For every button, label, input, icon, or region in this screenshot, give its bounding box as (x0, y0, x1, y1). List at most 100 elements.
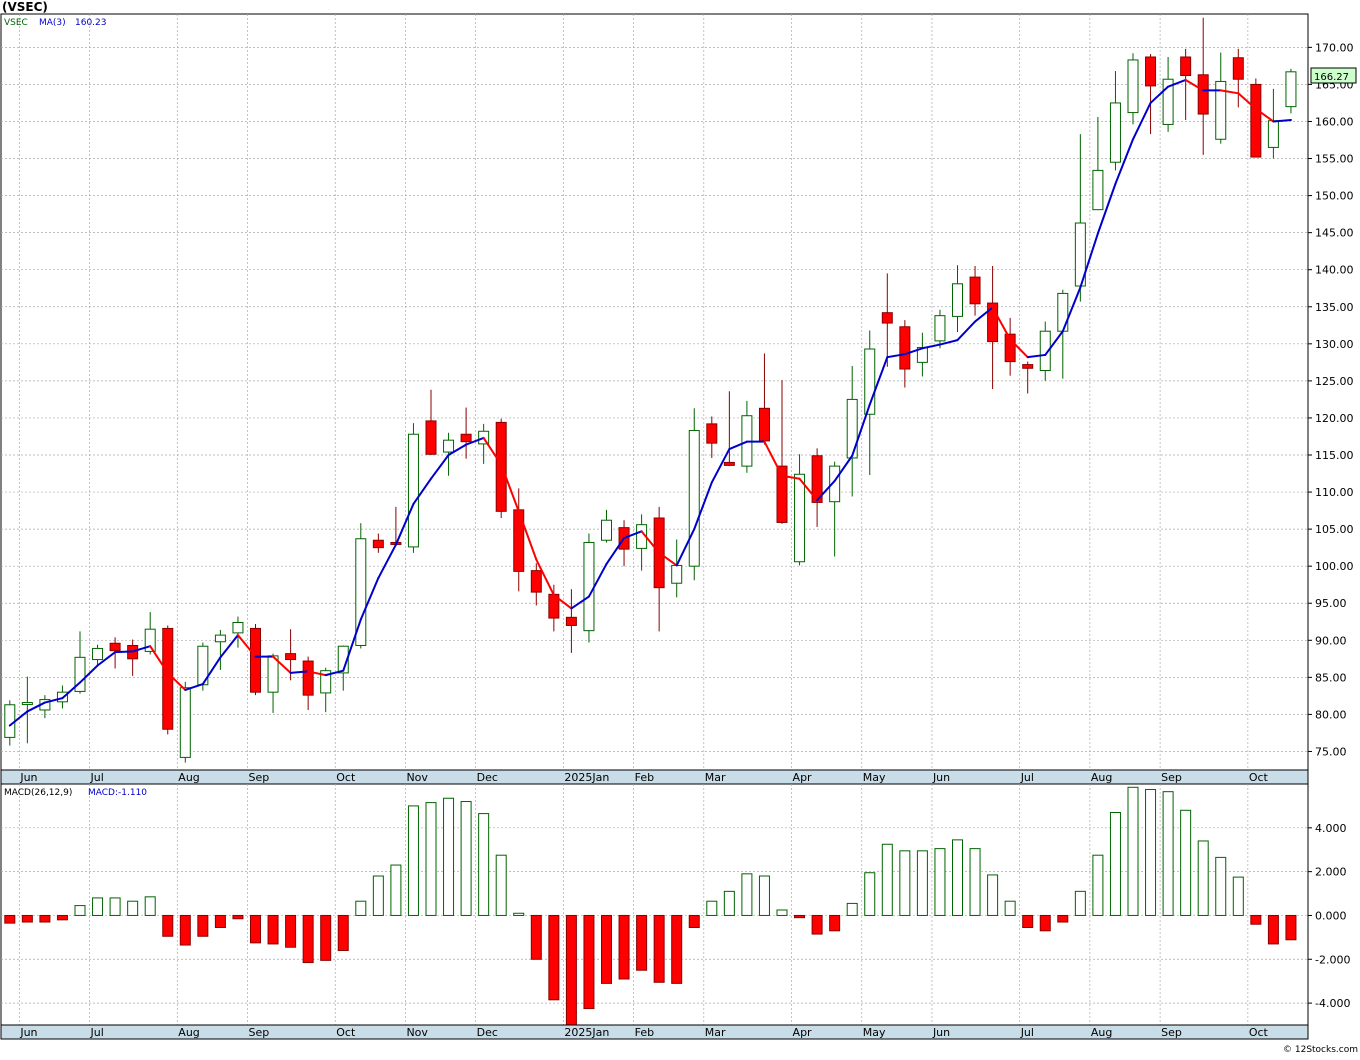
candle-body (372, 539, 384, 549)
price-legend-ma: MA(3) (39, 18, 66, 28)
ma-segment (1167, 78, 1187, 88)
macd-month-label: 2025Jan (564, 1026, 609, 1039)
candle-body (601, 519, 612, 541)
macd-legend-value: MACD:-1.110 (88, 788, 147, 798)
macd-bar (1267, 914, 1279, 945)
macd-bar (1022, 914, 1034, 929)
candle (723, 391, 735, 467)
macd-bar (706, 900, 718, 916)
macd-month-label: Sep (1161, 1026, 1182, 1039)
macd-bar (1004, 900, 1016, 916)
macd-legend-label: MACD(26,12,9) (4, 788, 72, 798)
price-y-tick-label: 170.00 (1315, 41, 1354, 54)
macd-bar (1109, 811, 1121, 916)
macd-bar (92, 897, 104, 916)
price-month-label: Aug (1091, 771, 1112, 784)
macd-bar (846, 902, 858, 916)
candle-body (758, 407, 770, 442)
ma-segment (166, 671, 187, 691)
macd-bar (530, 914, 542, 960)
candle (829, 461, 841, 557)
candle-body (1180, 56, 1192, 77)
last-price-tag-bg (1310, 67, 1357, 84)
candle-body (162, 627, 174, 730)
macd-y-axis: -4.000 -2.000 0.000 2.000 4.000 (1308, 822, 1350, 1010)
price-y-tick-label: 155.00 (1315, 153, 1354, 166)
macd-bar (4, 914, 16, 924)
macd-bar (460, 801, 472, 916)
ma-segment (974, 306, 994, 323)
ma-segment (535, 558, 555, 597)
macd-bar (776, 909, 788, 916)
price-y-tick-label: 110.00 (1315, 486, 1354, 499)
price-legend-ma-value: 160.23 (75, 18, 107, 28)
ma-segment (886, 353, 906, 359)
price-month-label: Oct (336, 771, 356, 784)
price-month-label: Sep (249, 771, 270, 784)
ma-segment (201, 656, 222, 686)
ma-segment (728, 440, 748, 451)
ma-segment (1079, 232, 1099, 289)
price-y-tick-label: 130.00 (1315, 338, 1354, 351)
candle-body (232, 622, 244, 634)
candle-body (443, 439, 455, 453)
ma-segment (552, 594, 573, 610)
ma-segment (921, 343, 941, 350)
price-y-tick-label: 120.00 (1315, 412, 1354, 425)
price-y-tick-label: 100.00 (1315, 560, 1354, 573)
ma-segment (1096, 182, 1117, 235)
macd-bar (934, 848, 946, 916)
ma-segment (447, 443, 468, 456)
macd-bar (1197, 840, 1209, 916)
candle (776, 380, 788, 524)
candle (969, 266, 981, 316)
candle-body (846, 398, 858, 459)
macd-bar (1162, 791, 1174, 916)
candle-body (1162, 78, 1174, 125)
price-y-tick-label: 160.00 (1315, 115, 1354, 128)
ma-segment (8, 710, 29, 727)
ma-segment (517, 510, 538, 561)
candle-body (1127, 59, 1139, 114)
macd-bar (653, 914, 665, 983)
price-month-label: Mar (705, 771, 726, 784)
macd-bar (1215, 856, 1227, 916)
candle-body (214, 634, 226, 643)
ma-segment (781, 474, 801, 480)
candle (92, 644, 104, 665)
macd-bar (583, 914, 595, 1010)
ma-segment (412, 477, 432, 505)
candle-body (969, 276, 981, 305)
macd-bar (548, 914, 560, 1001)
ma-segment (131, 645, 152, 653)
candle-body (267, 655, 279, 693)
macd-bar (302, 914, 314, 964)
ma-segment (482, 436, 503, 466)
watermark: © 12Stocks.com (1283, 1045, 1358, 1055)
candle-body (92, 647, 104, 661)
candle (846, 366, 858, 497)
candle (425, 389, 437, 455)
price-y-tick-label: 135.00 (1315, 301, 1354, 314)
macd-bar (952, 839, 963, 916)
macd-bar (636, 914, 648, 971)
candle-body (881, 312, 893, 324)
candle (1127, 53, 1139, 125)
macd-bar (1180, 809, 1192, 916)
price-month-label: Aug (178, 771, 199, 784)
candle-body (425, 420, 437, 455)
last-price-tag: 166.27 (1314, 72, 1349, 83)
macd-month-label: Aug (178, 1026, 199, 1039)
candle-body (565, 616, 577, 626)
ma-segment (1132, 101, 1152, 141)
candle-body (952, 283, 963, 317)
candle (987, 266, 999, 390)
macd-y-tick-label: -2.000 (1315, 953, 1350, 966)
price-legend-symbol: VSEC (4, 18, 28, 28)
macd-bar (1285, 914, 1297, 941)
candle-body (671, 564, 683, 584)
ma-segment (96, 651, 117, 667)
macd-bar (601, 914, 612, 984)
macd-bar (1057, 914, 1069, 923)
macd-bar (916, 850, 928, 916)
